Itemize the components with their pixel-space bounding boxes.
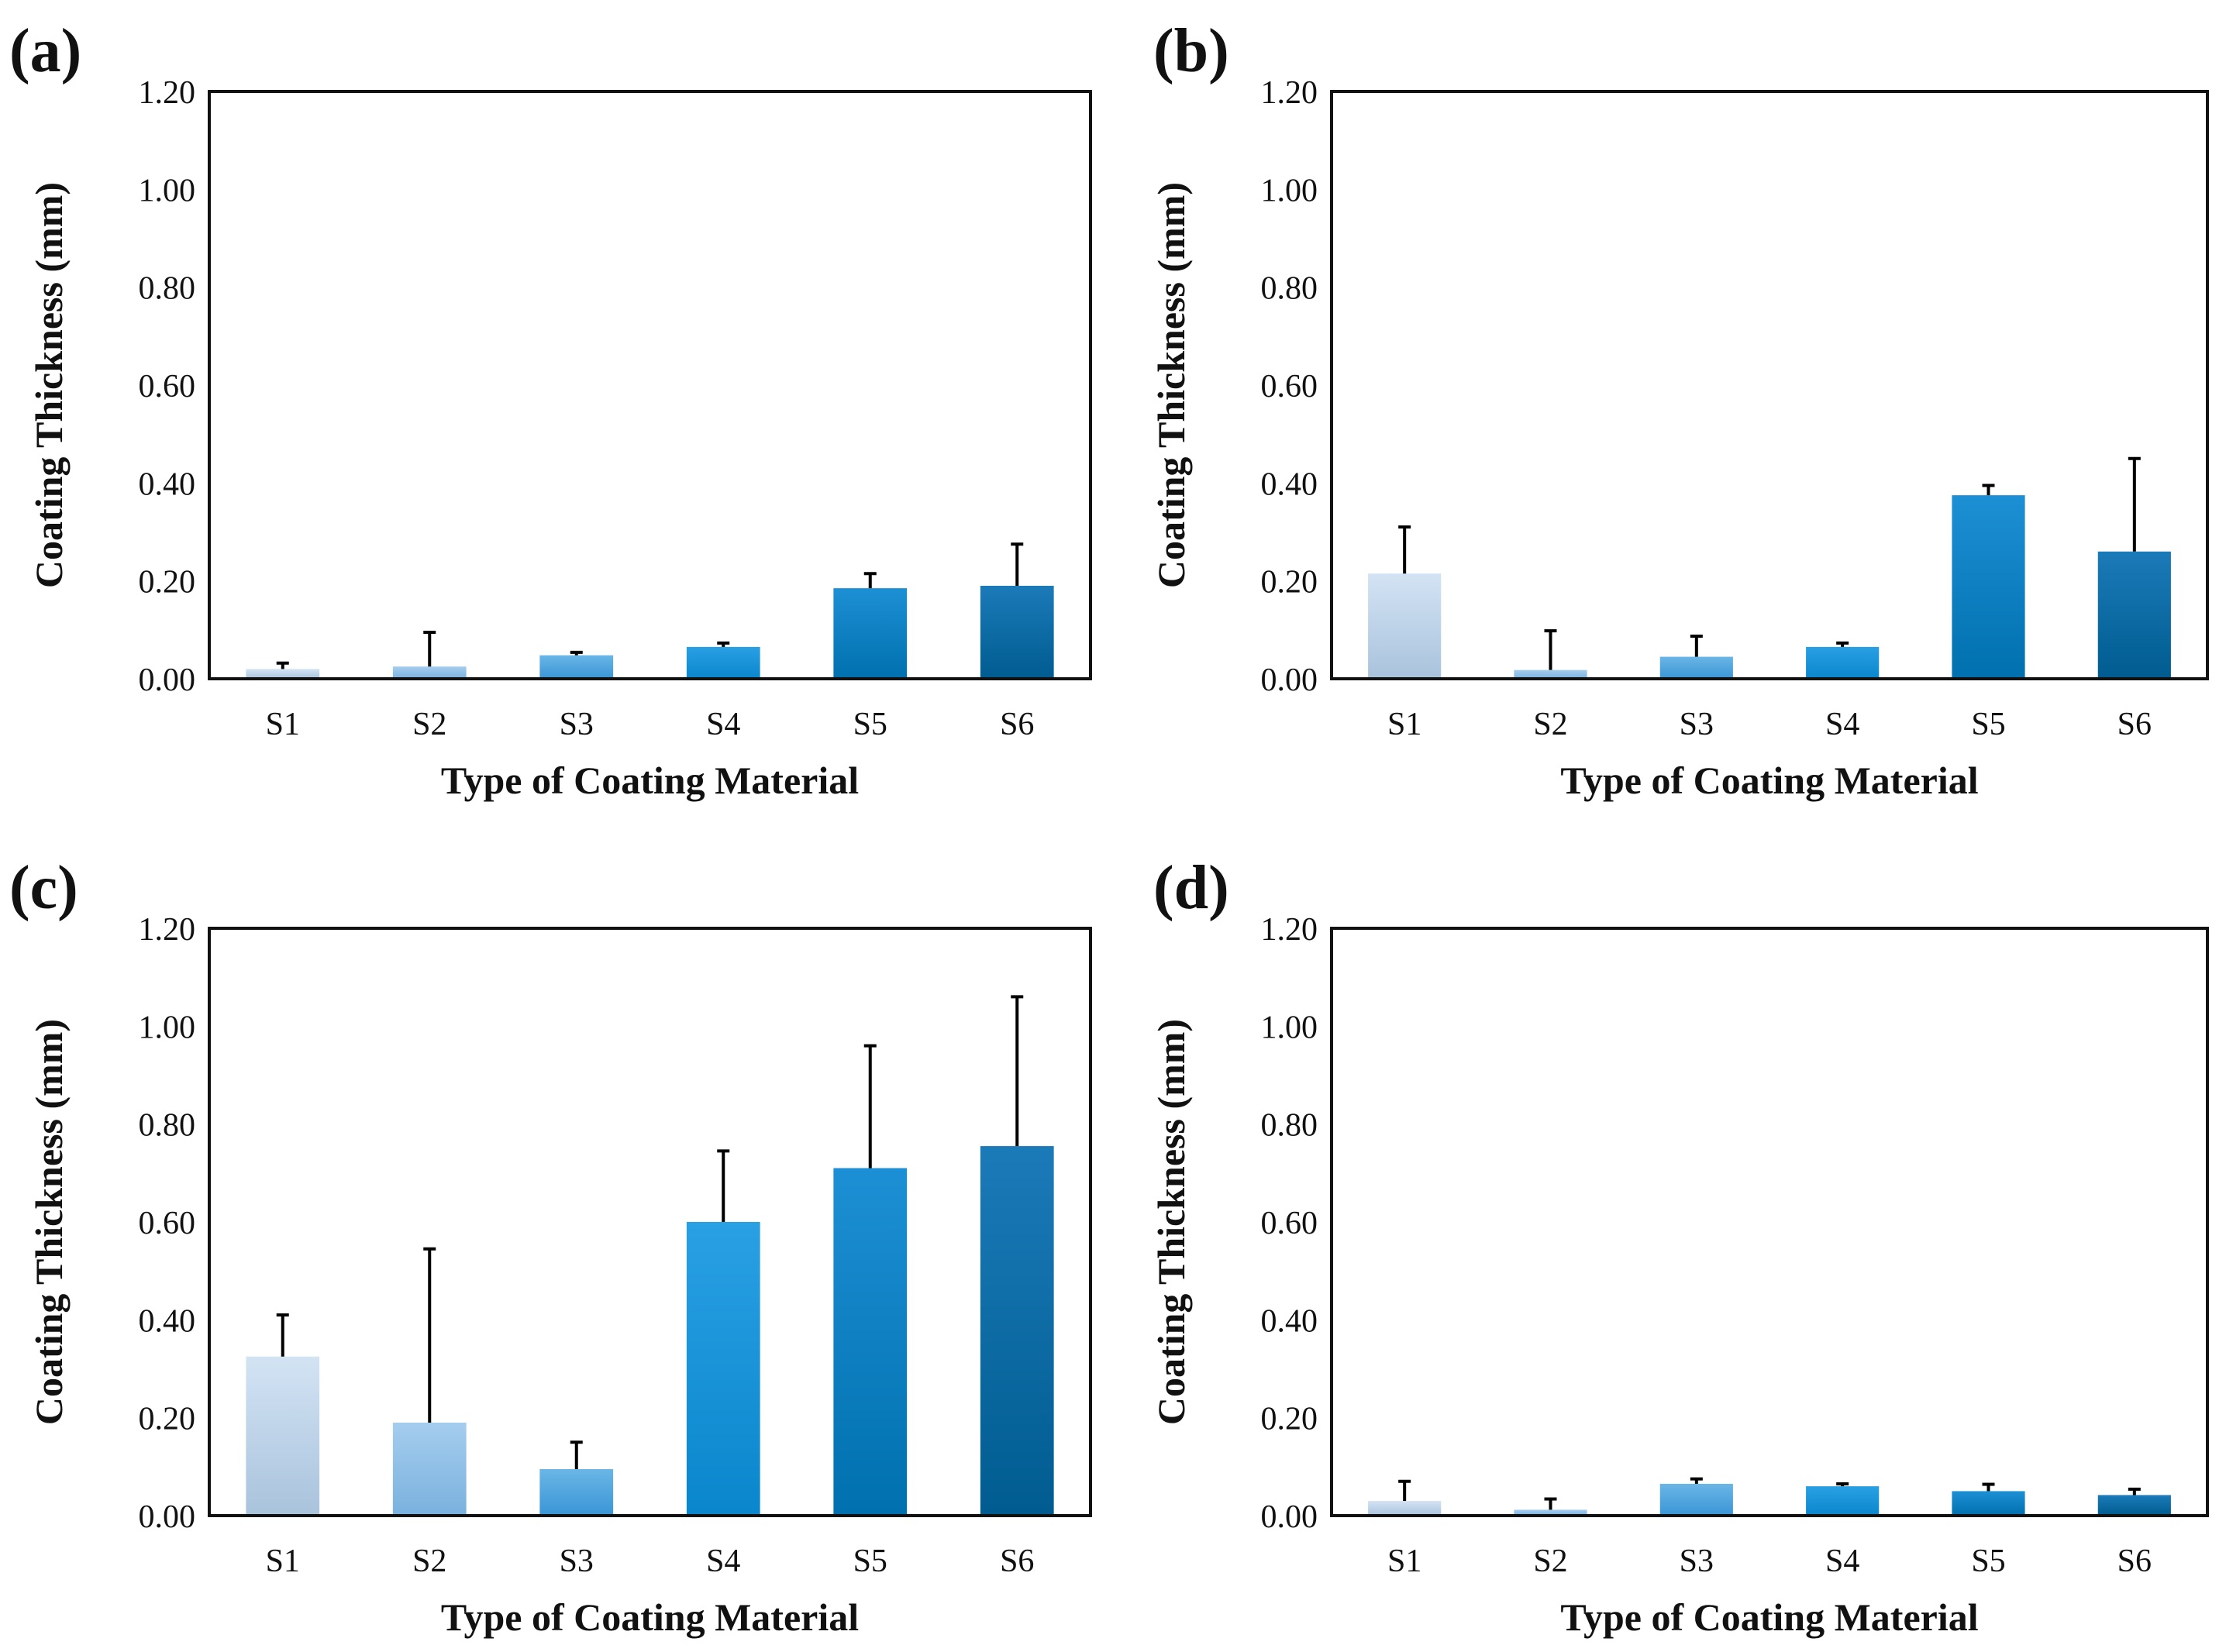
y-axis-title: Coating Thickness (mm) (27, 182, 71, 588)
y-tick-label: 1.20 (1261, 75, 1318, 111)
bar-s3 (1659, 656, 1733, 679)
bar-s1 (246, 669, 320, 679)
bar-s5 (833, 588, 908, 679)
y-tick-label: 0.20 (139, 565, 196, 601)
x-tick-label: S3 (1680, 707, 1714, 742)
y-tick-label: 1.00 (1261, 173, 1318, 208)
x-tick-label: S1 (1387, 1544, 1421, 1579)
bar-s2 (1514, 669, 1587, 679)
panel-label: (b) (1153, 17, 1229, 85)
y-tick-label: 0.60 (139, 1206, 196, 1241)
y-tick-label: 0.80 (139, 1108, 196, 1144)
bar-s3 (539, 655, 614, 679)
y-tick-label: 0.20 (1261, 565, 1318, 601)
chart-panel-a: (a) 0.00 0.20 0.40 0.60 0.80 1.00 1.20 Coating T… (9, 17, 1092, 802)
panel-label: (c) (9, 854, 78, 922)
x-tick-label: S2 (1533, 1544, 1567, 1579)
y-tick-label: 0.20 (1261, 1402, 1318, 1437)
x-tick-label: S5 (1971, 707, 2005, 742)
bar-s2 (392, 666, 467, 679)
chart-panel-b: (b) 0.00 0.20 0.40 0.60 0.80 1.00 1.20 Coating T… (1149, 17, 2209, 802)
chart-panel-d: (d) 0.00 0.20 0.40 0.60 0.80 1.00 1.20 Coating T… (1149, 854, 2209, 1639)
y-tick-label: 0.60 (1261, 1206, 1318, 1241)
x-tick-label: S2 (412, 707, 446, 742)
bar-s5 (1952, 495, 2025, 679)
x-tick-label: S6 (1000, 1544, 1034, 1579)
bar-s3 (1659, 1483, 1733, 1516)
x-tick-label: S6 (2117, 1544, 2152, 1579)
x-axis-title: Type of Coating Material (441, 759, 859, 802)
y-tick-label: 0.00 (1261, 663, 1318, 698)
bar-s2 (392, 1422, 467, 1516)
y-axis-title: Coating Thickness (mm) (27, 1019, 71, 1425)
x-tick-label: S6 (2117, 707, 2152, 742)
panel-label: (d) (1153, 854, 1229, 922)
x-axis-title: Type of Coating Material (1560, 759, 1978, 802)
y-tick-label: 0.40 (1261, 466, 1318, 502)
plot-frame (208, 927, 1092, 1517)
bar-s6 (2097, 551, 2171, 679)
bar-s2 (1514, 1509, 1587, 1516)
x-tick-label: S2 (1533, 707, 1567, 742)
x-tick-label: S3 (560, 707, 594, 742)
y-tick-label: 1.00 (1261, 1010, 1318, 1045)
y-tick-label: 0.20 (139, 1402, 196, 1437)
x-tick-label: S6 (1000, 707, 1034, 742)
x-axis-title: Type of Coating Material (441, 1595, 859, 1639)
x-tick-label: S5 (853, 707, 887, 742)
y-tick-label: 0.40 (1261, 1303, 1318, 1339)
y-tick-label: 0.60 (1261, 369, 1318, 404)
x-tick-label: S4 (706, 707, 740, 742)
bar-s1 (1368, 573, 1442, 679)
bar-s6 (980, 585, 1054, 679)
x-tick-label: S4 (1825, 1544, 1859, 1579)
x-tick-label: S1 (266, 1544, 300, 1579)
y-tick-label: 1.20 (139, 75, 196, 111)
y-tick-label: 0.40 (139, 1303, 196, 1339)
bar-s1 (246, 1356, 320, 1516)
x-tick-label: S5 (853, 1544, 887, 1579)
x-tick-label: S1 (266, 707, 300, 742)
x-tick-label: S3 (560, 1544, 594, 1579)
y-tick-label: 0.00 (139, 663, 196, 698)
bar-s4 (1806, 1486, 1880, 1516)
y-tick-label: 1.00 (139, 1010, 196, 1045)
y-tick-label: 0.80 (1261, 1108, 1318, 1144)
x-tick-label: S4 (1825, 707, 1859, 742)
y-tick-label: 0.80 (1261, 271, 1318, 307)
y-axis-title: Coating Thickness (mm) (1149, 182, 1193, 588)
plot-frame (208, 90, 1092, 680)
bar-s4 (1806, 646, 1880, 679)
plot-frame (1330, 927, 2209, 1517)
y-tick-label: 0.60 (139, 369, 196, 404)
x-tick-label: S1 (1387, 707, 1421, 742)
y-tick-label: 0.00 (1261, 1499, 1318, 1535)
y-tick-label: 1.00 (139, 173, 196, 208)
x-tick-label: S5 (1971, 1544, 2005, 1579)
bar-s4 (686, 1222, 760, 1516)
x-tick-label: S3 (1680, 1544, 1714, 1579)
x-axis-title: Type of Coating Material (1560, 1595, 1978, 1639)
bar-s5 (833, 1168, 908, 1516)
panel-label: (a) (9, 17, 81, 85)
chart-panel-c: (c) 0.00 0.20 0.40 0.60 0.80 1.00 1.20 Coating T… (9, 854, 1092, 1639)
bar-s1 (1368, 1501, 1442, 1516)
y-tick-label: 0.80 (139, 271, 196, 307)
bar-s5 (1952, 1491, 2025, 1516)
bar-s6 (980, 1146, 1054, 1516)
plot-frame (1330, 90, 2209, 680)
bar-s3 (539, 1468, 614, 1516)
x-tick-label: S2 (412, 1544, 446, 1579)
y-tick-label: 1.20 (139, 912, 196, 948)
y-axis-title: Coating Thickness (mm) (1149, 1019, 1193, 1425)
y-tick-label: 1.20 (1261, 912, 1318, 948)
x-tick-label: S4 (706, 1544, 740, 1579)
bar-s6 (2097, 1495, 2171, 1516)
bar-s4 (686, 646, 760, 679)
y-tick-label: 0.40 (139, 466, 196, 502)
y-tick-label: 0.00 (139, 1499, 196, 1535)
